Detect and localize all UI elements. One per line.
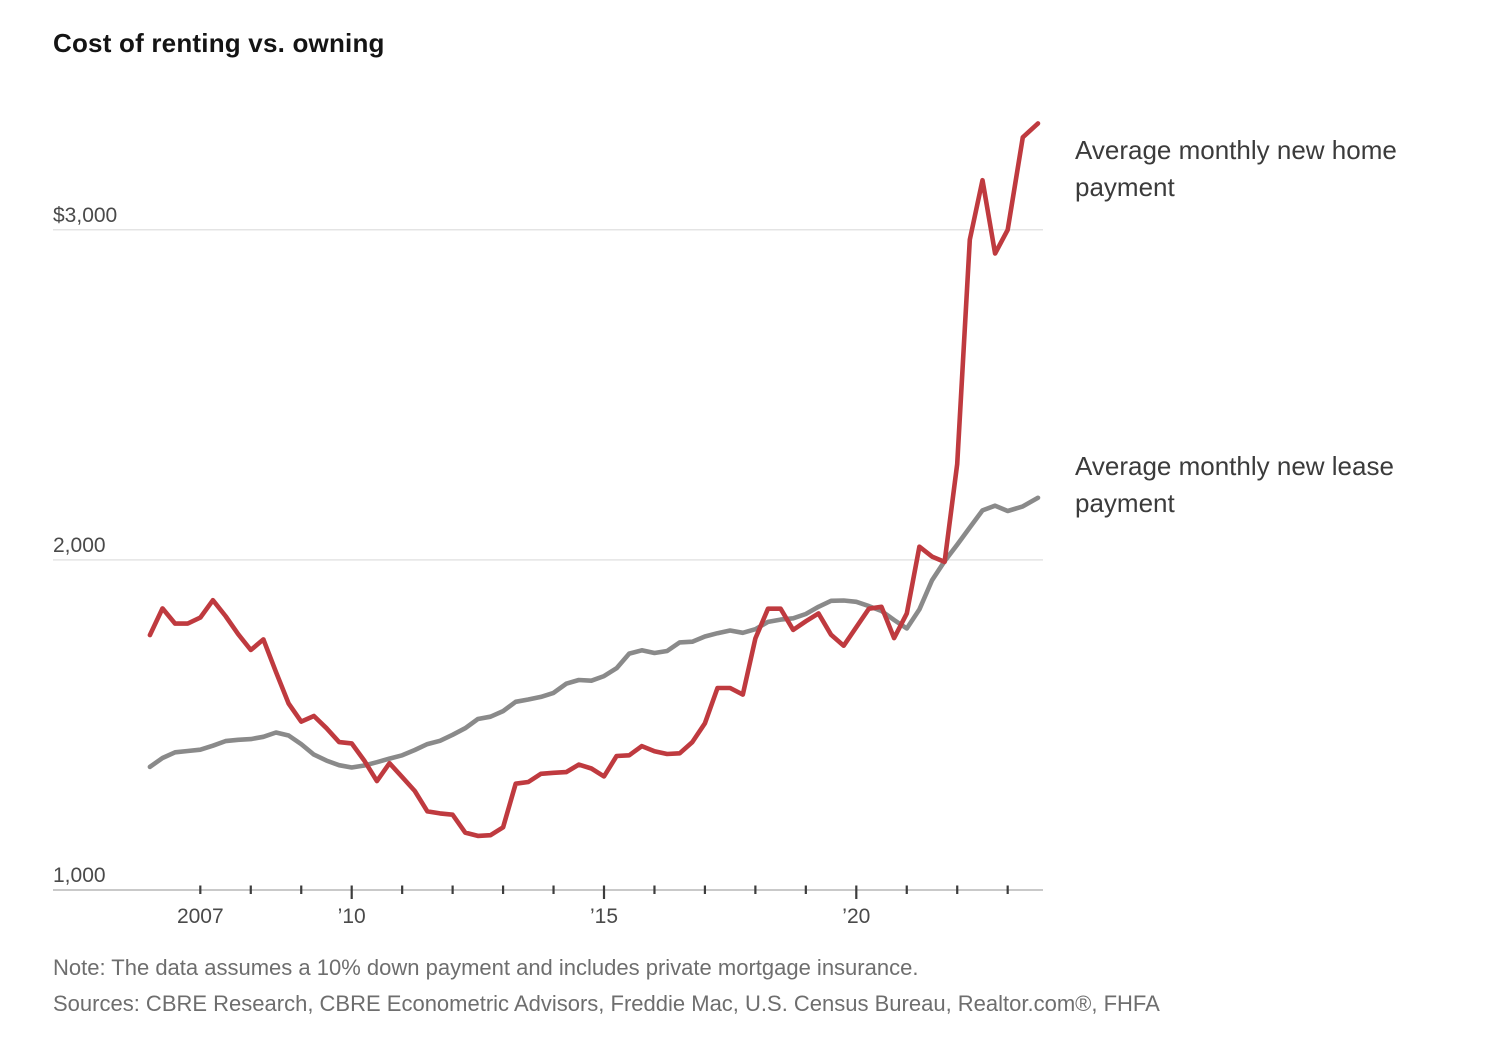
y-axis-tick-label: 1,000 bbox=[53, 864, 106, 887]
series-line bbox=[147, 495, 1041, 770]
series-line bbox=[147, 121, 1041, 839]
y-axis-tick-label: 2,000 bbox=[53, 533, 106, 557]
x-axis-tick-label: 2007 bbox=[176, 905, 224, 928]
series-label-home-payment: Average monthly new home payment bbox=[1075, 135, 1397, 202]
y-axis-tick-label: $3,000 bbox=[53, 203, 118, 227]
x-axis-tick-label: ’20 bbox=[842, 905, 871, 928]
chart-title: Cost of renting vs. owning bbox=[53, 28, 385, 58]
chart-sources: Sources: CBRE Research, CBRE Econometric… bbox=[53, 991, 1160, 1016]
chart-note: Note: The data assumes a 10% down paymen… bbox=[53, 955, 919, 980]
series-label-lease-payment: Average monthly new lease payment bbox=[1075, 451, 1394, 518]
x-axis-tick-label: ’15 bbox=[589, 905, 619, 928]
x-axis-tick-label: ’10 bbox=[337, 905, 366, 928]
